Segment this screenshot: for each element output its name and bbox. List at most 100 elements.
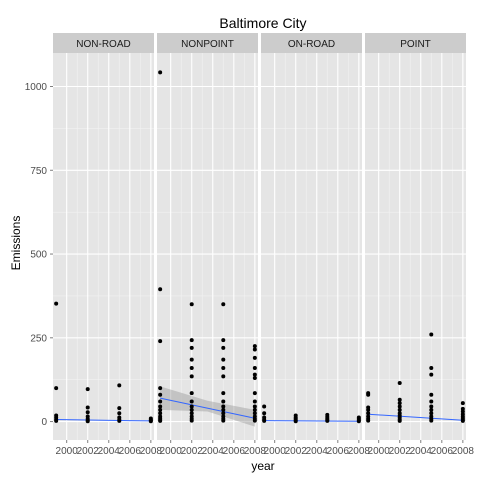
data-point	[189, 302, 194, 307]
data-point	[221, 365, 226, 370]
y-tick-label: 1000	[25, 82, 48, 93]
facet-panels: NON-ROAD20002002200420062008NONPOINT2000…	[53, 33, 474, 457]
panel-background	[157, 53, 258, 440]
x-tick-label: 2004	[410, 446, 433, 457]
data-point	[366, 407, 371, 412]
data-point	[189, 399, 194, 404]
data-point	[221, 399, 226, 404]
y-axis: 0 250 500 750 1000	[25, 82, 53, 428]
data-point	[429, 372, 434, 377]
x-tick-label: 2000	[264, 446, 287, 457]
x-tick-label: 2002	[181, 446, 204, 457]
x-tick-label: 2002	[285, 446, 308, 457]
data-point	[189, 411, 194, 416]
trend-line	[264, 420, 359, 422]
x-tick-label: 2002	[389, 446, 412, 457]
x-tick-label: 2004	[202, 446, 225, 457]
data-point	[117, 418, 122, 423]
x-tick-label: 2006	[223, 446, 246, 457]
data-point	[429, 365, 434, 370]
data-point	[252, 399, 257, 404]
data-point	[189, 391, 194, 396]
x-tick-label: 2000	[368, 446, 391, 457]
data-point	[221, 411, 226, 416]
trend-line	[368, 413, 463, 421]
data-point	[325, 418, 330, 423]
data-point	[158, 411, 163, 416]
data-point	[158, 386, 163, 391]
data-point	[54, 301, 59, 306]
x-tick-label: 2008	[348, 446, 371, 457]
y-tick-label: 500	[30, 250, 47, 261]
facet-strip-label: ON-ROAD	[288, 39, 335, 50]
x-tick-label: 2002	[77, 446, 100, 457]
y-tick-label: 0	[41, 417, 47, 428]
facet-strip	[261, 33, 362, 53]
data-point	[54, 418, 59, 423]
data-point	[262, 404, 267, 409]
data-point	[221, 345, 226, 350]
data-point	[189, 374, 194, 379]
facet-strip	[157, 33, 258, 53]
facet-strip	[365, 33, 466, 53]
x-tick-label: 2008	[140, 446, 163, 457]
data-point	[366, 411, 371, 416]
data-point	[397, 418, 402, 423]
data-point	[158, 418, 163, 423]
data-point	[397, 401, 402, 406]
data-point	[293, 419, 298, 424]
data-point	[158, 392, 163, 397]
facet-strip-label: NONPOINT	[181, 39, 234, 50]
x-tick-label: 2008	[244, 446, 267, 457]
data-point	[429, 418, 434, 423]
data-point	[356, 419, 361, 424]
data-point	[429, 404, 434, 409]
y-tick-label: 750	[30, 166, 47, 177]
data-point	[252, 376, 257, 381]
data-point	[158, 287, 163, 292]
data-point	[158, 399, 163, 404]
x-tick-label: 2006	[327, 446, 350, 457]
data-point	[221, 407, 226, 412]
data-point	[252, 365, 257, 370]
x-tick-label: 2006	[119, 446, 142, 457]
data-point	[262, 418, 267, 423]
data-point	[158, 70, 163, 75]
data-point	[366, 392, 371, 397]
data-point	[252, 404, 257, 409]
data-point	[85, 387, 90, 392]
x-tick-label: 2008	[452, 446, 475, 457]
data-point	[252, 344, 257, 349]
data-point	[252, 407, 257, 412]
data-point	[54, 386, 59, 391]
data-point	[252, 347, 257, 352]
x-axis-title: year	[251, 459, 274, 473]
data-point	[460, 401, 465, 406]
data-point	[189, 345, 194, 350]
data-point	[189, 357, 194, 362]
data-point	[252, 355, 257, 360]
data-point	[85, 405, 90, 410]
data-point	[189, 365, 194, 370]
data-point	[397, 397, 402, 402]
data-point	[117, 411, 122, 416]
data-point	[429, 392, 434, 397]
data-point	[429, 399, 434, 404]
data-point	[221, 338, 226, 343]
data-point	[429, 411, 434, 416]
x-tick-label: 2004	[306, 446, 329, 457]
data-point	[117, 406, 122, 411]
data-point	[189, 418, 194, 423]
data-point	[158, 339, 163, 344]
data-point	[158, 407, 163, 412]
data-point	[366, 418, 371, 423]
data-point	[221, 418, 226, 423]
confidence-band	[160, 386, 255, 427]
data-point	[117, 383, 122, 388]
